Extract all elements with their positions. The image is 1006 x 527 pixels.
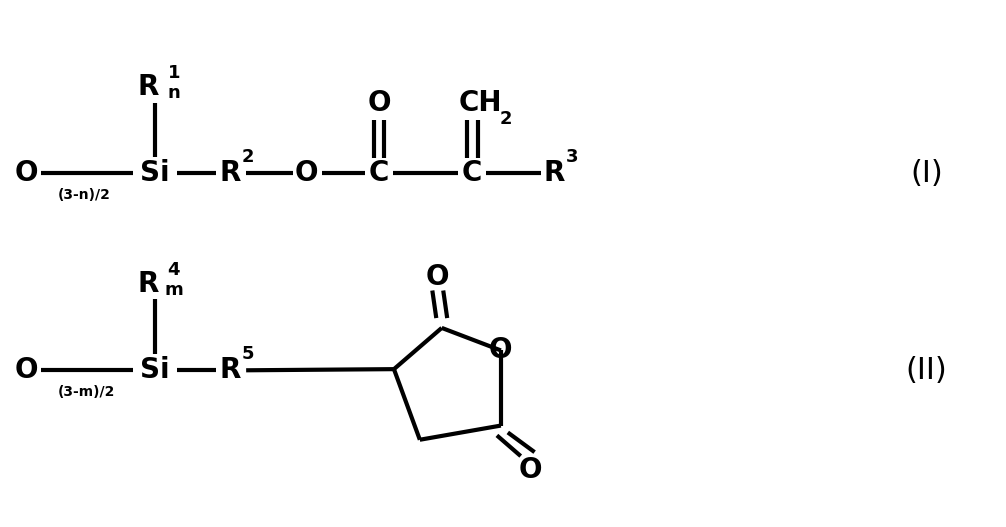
Text: 1: 1 [168,64,180,82]
Text: (I): (I) [910,159,943,188]
Text: m: m [164,280,183,299]
Text: R: R [219,160,241,188]
Text: (3-m)/2: (3-m)/2 [57,385,115,399]
Text: (II): (II) [905,356,948,385]
Text: n: n [167,84,180,102]
Text: R: R [544,160,565,188]
Text: O: O [519,456,542,484]
Text: C: C [462,160,483,188]
Text: R: R [137,73,159,101]
Text: O: O [14,356,38,384]
Text: 4: 4 [168,261,180,279]
Text: C: C [369,160,389,188]
Text: 3: 3 [566,148,578,165]
Text: Si: Si [140,160,170,188]
Text: O: O [489,336,513,365]
Text: Si: Si [140,356,170,384]
Text: 5: 5 [241,345,255,363]
Text: CH: CH [459,89,502,116]
Text: 2: 2 [500,110,512,128]
Text: R: R [219,356,241,384]
Text: O: O [426,263,450,291]
Text: (3-n)/2: (3-n)/2 [57,188,111,202]
Text: 2: 2 [241,148,255,165]
Text: O: O [367,89,390,116]
Text: R: R [137,270,159,298]
Text: O: O [14,160,38,188]
Text: O: O [295,160,318,188]
